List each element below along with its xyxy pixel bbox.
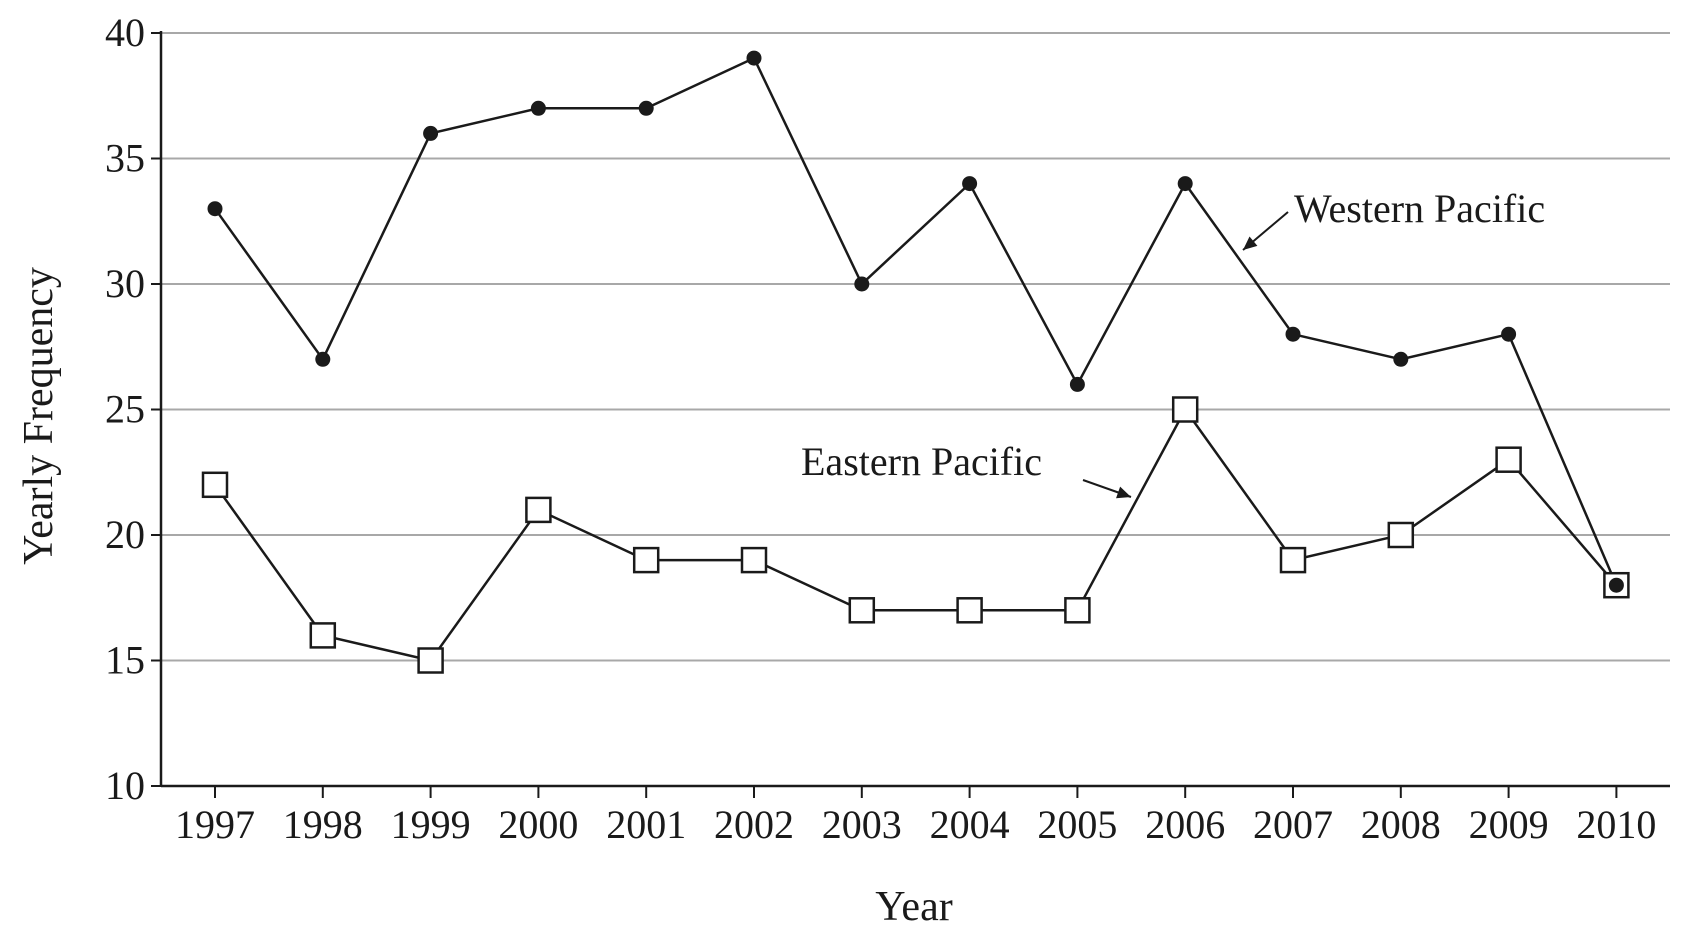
- western-pacific-point-1998: [315, 351, 331, 367]
- eastern-pacific-point-1999: [417, 647, 444, 674]
- x-tick-label-1997: 1997: [175, 802, 255, 847]
- western-pacific-point-2006: [1177, 176, 1193, 192]
- western-pacific-line: [213, 56, 1618, 586]
- western-pacific-point-2001: [638, 100, 654, 116]
- eastern-pacific-point-2000: [525, 496, 552, 524]
- x-tick-label-2001: 2001: [606, 802, 686, 847]
- y-tick-label-35: 35: [105, 136, 145, 181]
- series-markers: [201, 50, 1630, 674]
- western-pacific-label: Western Pacific: [1294, 186, 1545, 231]
- x-tick-label-2000: 2000: [498, 802, 578, 847]
- western-pacific-point-2004: [962, 176, 978, 192]
- x-tick-label-2002: 2002: [714, 802, 794, 847]
- eastern-pacific-point-1998: [309, 622, 337, 649]
- x-tick-label-2003: 2003: [822, 802, 902, 847]
- eastern-pacific-arrowhead: [1116, 486, 1131, 499]
- eastern-pacific-point-2005: [1064, 597, 1091, 624]
- x-tick-label-2009: 2009: [1469, 802, 1549, 847]
- eastern-pacific-point-1997: [201, 471, 229, 499]
- x-tick-label-2004: 2004: [930, 802, 1010, 847]
- eastern-pacific-point-2004: [956, 597, 983, 624]
- eastern-pacific-point-2009: [1495, 446, 1522, 473]
- y-tick-label-10: 10: [105, 763, 145, 808]
- eastern-pacific-point-2001: [632, 546, 660, 574]
- x-tick-label-2006: 2006: [1145, 802, 1225, 847]
- x-tick-label-2008: 2008: [1361, 802, 1441, 847]
- y-tick-label-40: 40: [105, 10, 145, 55]
- eastern-pacific-line: [213, 407, 1618, 662]
- eastern-pacific-point-2006: [1171, 396, 1199, 423]
- y-axis-title: Yearly Frequency: [16, 267, 62, 565]
- x-tick-label-2010: 2010: [1576, 802, 1656, 847]
- y-tick-label-20: 20: [105, 512, 145, 557]
- western-pacific-point-1997: [207, 201, 223, 217]
- western-pacific-point-2010: [1608, 577, 1624, 593]
- gridlines: [161, 32, 1670, 662]
- y-tick-label-15: 15: [105, 638, 145, 683]
- western-pacific-point-1999: [423, 125, 439, 141]
- axes: 10 15 20 25 30 35 40 1997 1998 1999 2000 2001 2002 20…: [105, 10, 1670, 847]
- eastern-pacific-point-2003: [848, 597, 876, 624]
- eastern-pacific-point-2002: [740, 546, 768, 574]
- western-pacific-point-2002: [746, 50, 762, 66]
- eastern-pacific-point-2008: [1387, 521, 1415, 549]
- x-tick-label-2005: 2005: [1037, 802, 1117, 847]
- western-pacific-arrowhead: [1243, 236, 1258, 250]
- western-pacific-point-2003: [854, 276, 870, 292]
- x-axis-title: Year: [875, 884, 952, 930]
- y-tick-label-25: 25: [105, 387, 145, 432]
- x-tick-label-1999: 1999: [391, 802, 471, 847]
- eastern-pacific-point-2007: [1279, 546, 1307, 574]
- western-pacific-point-2007: [1285, 326, 1301, 342]
- western-pacific-point-2009: [1501, 326, 1517, 342]
- western-pacific-point-2005: [1069, 376, 1085, 392]
- series-lines: [213, 56, 1618, 662]
- x-tick-label-2007: 2007: [1253, 802, 1333, 847]
- x-tick-label-1998: 1998: [283, 802, 363, 847]
- western-pacific-point-2008: [1393, 351, 1409, 367]
- western-pacific-point-2000: [530, 100, 546, 116]
- y-tick-label-30: 30: [105, 261, 145, 306]
- annotations: Western Pacific Eastern Pacific: [801, 186, 1545, 499]
- eastern-pacific-label: Eastern Pacific: [801, 439, 1042, 484]
